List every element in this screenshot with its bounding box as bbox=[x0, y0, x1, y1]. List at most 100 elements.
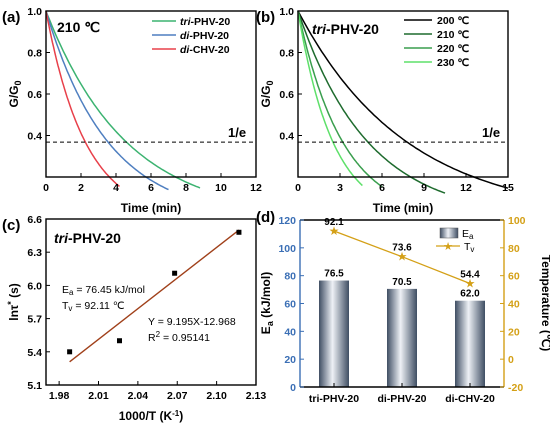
panel-d-y2tick-label: 100 bbox=[508, 215, 526, 227]
panel-c-fit-line bbox=[69, 229, 240, 363]
panel-c-ytick-label: 6.0 bbox=[27, 280, 42, 292]
panel-b-series-line-2 bbox=[297, 10, 383, 188]
panel-c-xtick-label: 2.04 bbox=[128, 390, 149, 402]
panel-c-xtick-label: 2.01 bbox=[88, 390, 109, 402]
panel-d-y2label: Temperature (℃) bbox=[539, 255, 550, 352]
panel-a-xtick-label: 8 bbox=[183, 182, 189, 194]
panel-d-ytick-label: 20 bbox=[284, 354, 296, 366]
panel-b-ytick-label: 0.8 bbox=[279, 48, 294, 60]
legend-swatch-tv-star: ★ bbox=[443, 241, 453, 253]
legend-label-ea: Ea bbox=[462, 228, 474, 241]
panel-c-ticks: 1.98 2.01 2.04 2.07 2.10 2.13 5.1 5.4 5.7 6.0 6.3 6… bbox=[27, 214, 266, 402]
panel-a-xtick-label: 4 bbox=[113, 182, 119, 194]
legend-swatch-ea bbox=[439, 227, 459, 239]
panel-c-point-0 bbox=[67, 349, 73, 355]
panel-d-ytick-label: 0 bbox=[290, 382, 296, 394]
panel-b-ylabel: G/G0 bbox=[259, 80, 275, 107]
panel-d-tv-polyline bbox=[333, 230, 471, 285]
panel-b-ticks: 0 3 6 9 12 15 0.4 0.6 0.8 1.0 bbox=[279, 6, 514, 194]
panel-c-annotation-ea: Ea = 76.45 kJ/mol bbox=[62, 284, 145, 297]
panel-b-ytick-label: 0.4 bbox=[279, 131, 294, 143]
panel-d-label: (d) bbox=[256, 209, 275, 226]
panel-c-ylabel: lnτ* (s) bbox=[6, 283, 21, 321]
panel-d-ytick-label: 40 bbox=[284, 326, 296, 338]
panel-a-series bbox=[45, 10, 201, 191]
panel-a-legend: tri-PHV-20 di-PHV-20 di-CHV-20 bbox=[152, 16, 230, 56]
panel-c-xtick-label: 1.98 bbox=[49, 390, 70, 402]
panel-c-ytick-label: 5.7 bbox=[27, 314, 42, 326]
panel-a-xtick-label: 6 bbox=[148, 182, 154, 194]
panel-c-point-2 bbox=[172, 270, 178, 276]
panel-c-title: tri-PHV-20 bbox=[54, 230, 121, 246]
panel-a-xtick-label: 0 bbox=[43, 182, 49, 194]
panel-c-xtick-label: 2.10 bbox=[206, 390, 227, 402]
panel-a-series-line-1 bbox=[45, 10, 169, 191]
panel-d-tv-marker-0: ★ bbox=[329, 224, 340, 238]
panel-d-category-label-0: tri-PHV-20 bbox=[309, 393, 359, 405]
panel-b-ytick-label: 0.6 bbox=[279, 89, 294, 101]
panel-a-series-line-0 bbox=[45, 10, 201, 189]
legend-label-di-chv: di-CHV-20 bbox=[180, 44, 230, 56]
panel-a-series-line-2 bbox=[45, 10, 120, 187]
panel-a-xlabel: Time (min) bbox=[121, 201, 181, 215]
panel-c-xtick-label: 2.13 bbox=[246, 390, 267, 402]
panel-b-series-line-3 bbox=[297, 10, 363, 187]
panel-d-tv-marker-1: ★ bbox=[397, 250, 408, 264]
panel-a-ylabel: G/G0 bbox=[7, 80, 23, 107]
legend-label-230: 230 ℃ bbox=[437, 57, 469, 69]
panel-d-ticks: tri-PHV-20 di-PHV-20 di-CHV-20 0 20 40 60 80 100… bbox=[278, 215, 525, 405]
panel-c-annotation-r2: R2 = 0.95141 bbox=[148, 330, 210, 344]
legend-label-di-phv: di-PHV-20 bbox=[180, 30, 229, 42]
panel-b-xtick-label: 0 bbox=[295, 182, 301, 194]
panel-c-ytick-label: 5.1 bbox=[27, 380, 42, 392]
panel-d: (d) 76.570.562.0 ★92.1★73.6★54.4 tri-PHV… bbox=[256, 209, 550, 405]
panel-a-ytick-label: 0.6 bbox=[27, 89, 42, 101]
legend-label-tri-phv: tri-PHV-20 bbox=[180, 16, 230, 28]
panel-b-series-line-0 bbox=[297, 10, 509, 189]
panel-d-y2tick-label: -20 bbox=[508, 382, 523, 394]
panel-b-title: tri-PHV-20 bbox=[312, 21, 379, 37]
panel-d-legend: Ea ★ Tv bbox=[436, 227, 474, 254]
panel-a-label: (a) bbox=[2, 9, 20, 26]
panel-d-bar-label-1: 70.5 bbox=[392, 277, 412, 288]
panel-c-ytick-label: 5.4 bbox=[27, 347, 42, 359]
panel-c-ytick-label: 6.6 bbox=[27, 214, 42, 226]
panel-b: (b) 1/e 0 3 6 9 12 150.40.60.81.0 tri-PHV-20 … bbox=[256, 6, 514, 215]
panel-b-label: (b) bbox=[256, 9, 275, 26]
panel-d-y2tick-label: 40 bbox=[508, 299, 520, 311]
panel-a-annotation: 210 ℃ bbox=[57, 19, 100, 35]
panel-d-bar-0 bbox=[319, 280, 349, 387]
panel-b-xtick-label: 9 bbox=[421, 182, 427, 194]
panel-c-frame bbox=[45, 218, 257, 386]
panel-b-xtick-label: 12 bbox=[460, 182, 472, 194]
panel-b-ytick-label: 1.0 bbox=[279, 6, 294, 18]
panel-d-ytick-label: 80 bbox=[284, 271, 296, 283]
panel-d-y2tick-label: 0 bbox=[508, 354, 514, 366]
panel-d-tv-label-2: 54.4 bbox=[460, 269, 480, 280]
panel-d-tv-line: ★92.1★73.6★54.4 bbox=[324, 217, 480, 290]
panel-a-ytick-label: 1.0 bbox=[27, 6, 42, 18]
panel-c-xtick-label: 2.07 bbox=[167, 390, 188, 402]
panel-d-ytick-label: 120 bbox=[278, 215, 296, 227]
panel-a-xtick-label: 10 bbox=[215, 182, 227, 194]
panel-d-category-label-1: di-PHV-20 bbox=[377, 393, 426, 405]
panel-b-series bbox=[297, 10, 509, 194]
panel-b-series-line-1 bbox=[297, 10, 446, 194]
panel-a-ticks: 0 2 4 6 8 10 12 0.4 0.6 0.8 1.0 bbox=[27, 6, 262, 194]
legend-label-220: 220 ℃ bbox=[437, 43, 469, 55]
panel-b-xtick-label: 3 bbox=[337, 182, 343, 194]
panel-c-points bbox=[67, 229, 242, 355]
legend-label-210: 210 ℃ bbox=[437, 29, 469, 41]
panel-d-tv-label-1: 73.6 bbox=[392, 243, 412, 254]
panel-d-y2tick-label: 80 bbox=[508, 243, 520, 255]
panel-d-tv-marker-2: ★ bbox=[465, 276, 476, 290]
panel-c-label: (c) bbox=[2, 217, 20, 234]
panel-a-ytick-label: 0.8 bbox=[27, 48, 42, 60]
panel-b-xtick-label: 15 bbox=[502, 182, 514, 194]
panel-d-bars: 76.5 70.5 62.0 bbox=[319, 269, 485, 387]
panel-d-bar-2 bbox=[455, 300, 485, 387]
panel-b-xlabel: Time (min) bbox=[373, 201, 433, 215]
panel-a-ytick-label: 0.4 bbox=[27, 131, 42, 143]
panel-d-ytick-label: 60 bbox=[284, 299, 296, 311]
